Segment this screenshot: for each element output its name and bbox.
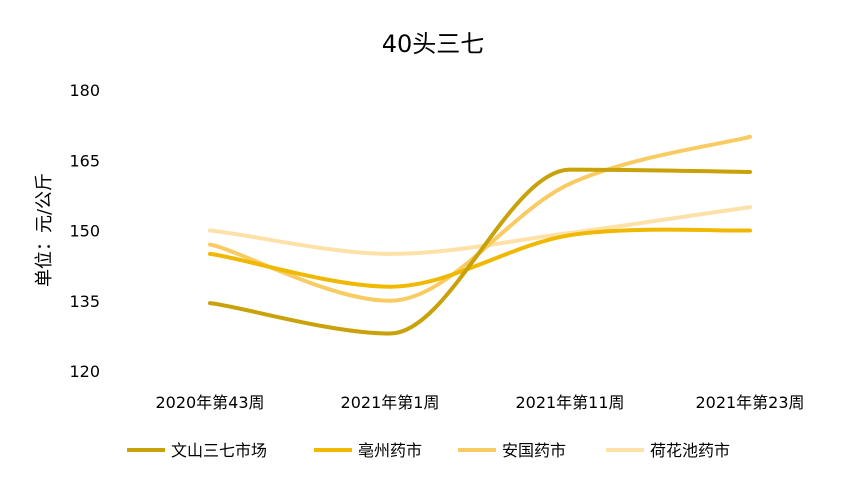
y-tick-label: 165 bbox=[69, 151, 100, 170]
x-tick-label: 2021年第11周 bbox=[515, 393, 624, 412]
x-tick-label: 2020年第43周 bbox=[155, 393, 264, 412]
x-axis-ticks: 2020年第43周 2021年第1周 2021年第11周 2021年第23周 bbox=[155, 393, 804, 412]
chart-title: 40头三七 bbox=[382, 30, 485, 58]
series-line bbox=[208, 205, 752, 256]
x-tick-label: 2021年第1周 bbox=[341, 393, 440, 412]
legend-item: 安国药市 bbox=[458, 441, 566, 460]
y-tick-label: 135 bbox=[69, 292, 100, 311]
legend-item: 荷花池药市 bbox=[606, 441, 730, 460]
legend-label: 安国药市 bbox=[502, 441, 566, 460]
legend-label: 文山三七市场 bbox=[171, 441, 267, 460]
series-lines bbox=[208, 134, 752, 336]
x-tick-label: 2021年第23周 bbox=[695, 393, 804, 412]
series-line bbox=[208, 227, 752, 289]
y-tick-label: 120 bbox=[69, 362, 100, 381]
legend-label: 亳州药市 bbox=[358, 441, 422, 460]
y-tick-label: 150 bbox=[69, 222, 100, 241]
legend-item: 亳州药市 bbox=[314, 441, 422, 460]
legend: 文山三七市场 亳州药市 安国药市 荷花池药市 bbox=[127, 441, 730, 460]
legend-item: 文山三七市场 bbox=[127, 441, 267, 460]
series-line bbox=[208, 167, 752, 336]
y-axis-label: 单位：元/公斤 bbox=[34, 173, 55, 287]
legend-label: 荷花池药市 bbox=[650, 441, 730, 460]
y-tick-label: 180 bbox=[69, 81, 100, 100]
y-axis-ticks: 120 135 150 165 180 bbox=[69, 81, 100, 381]
